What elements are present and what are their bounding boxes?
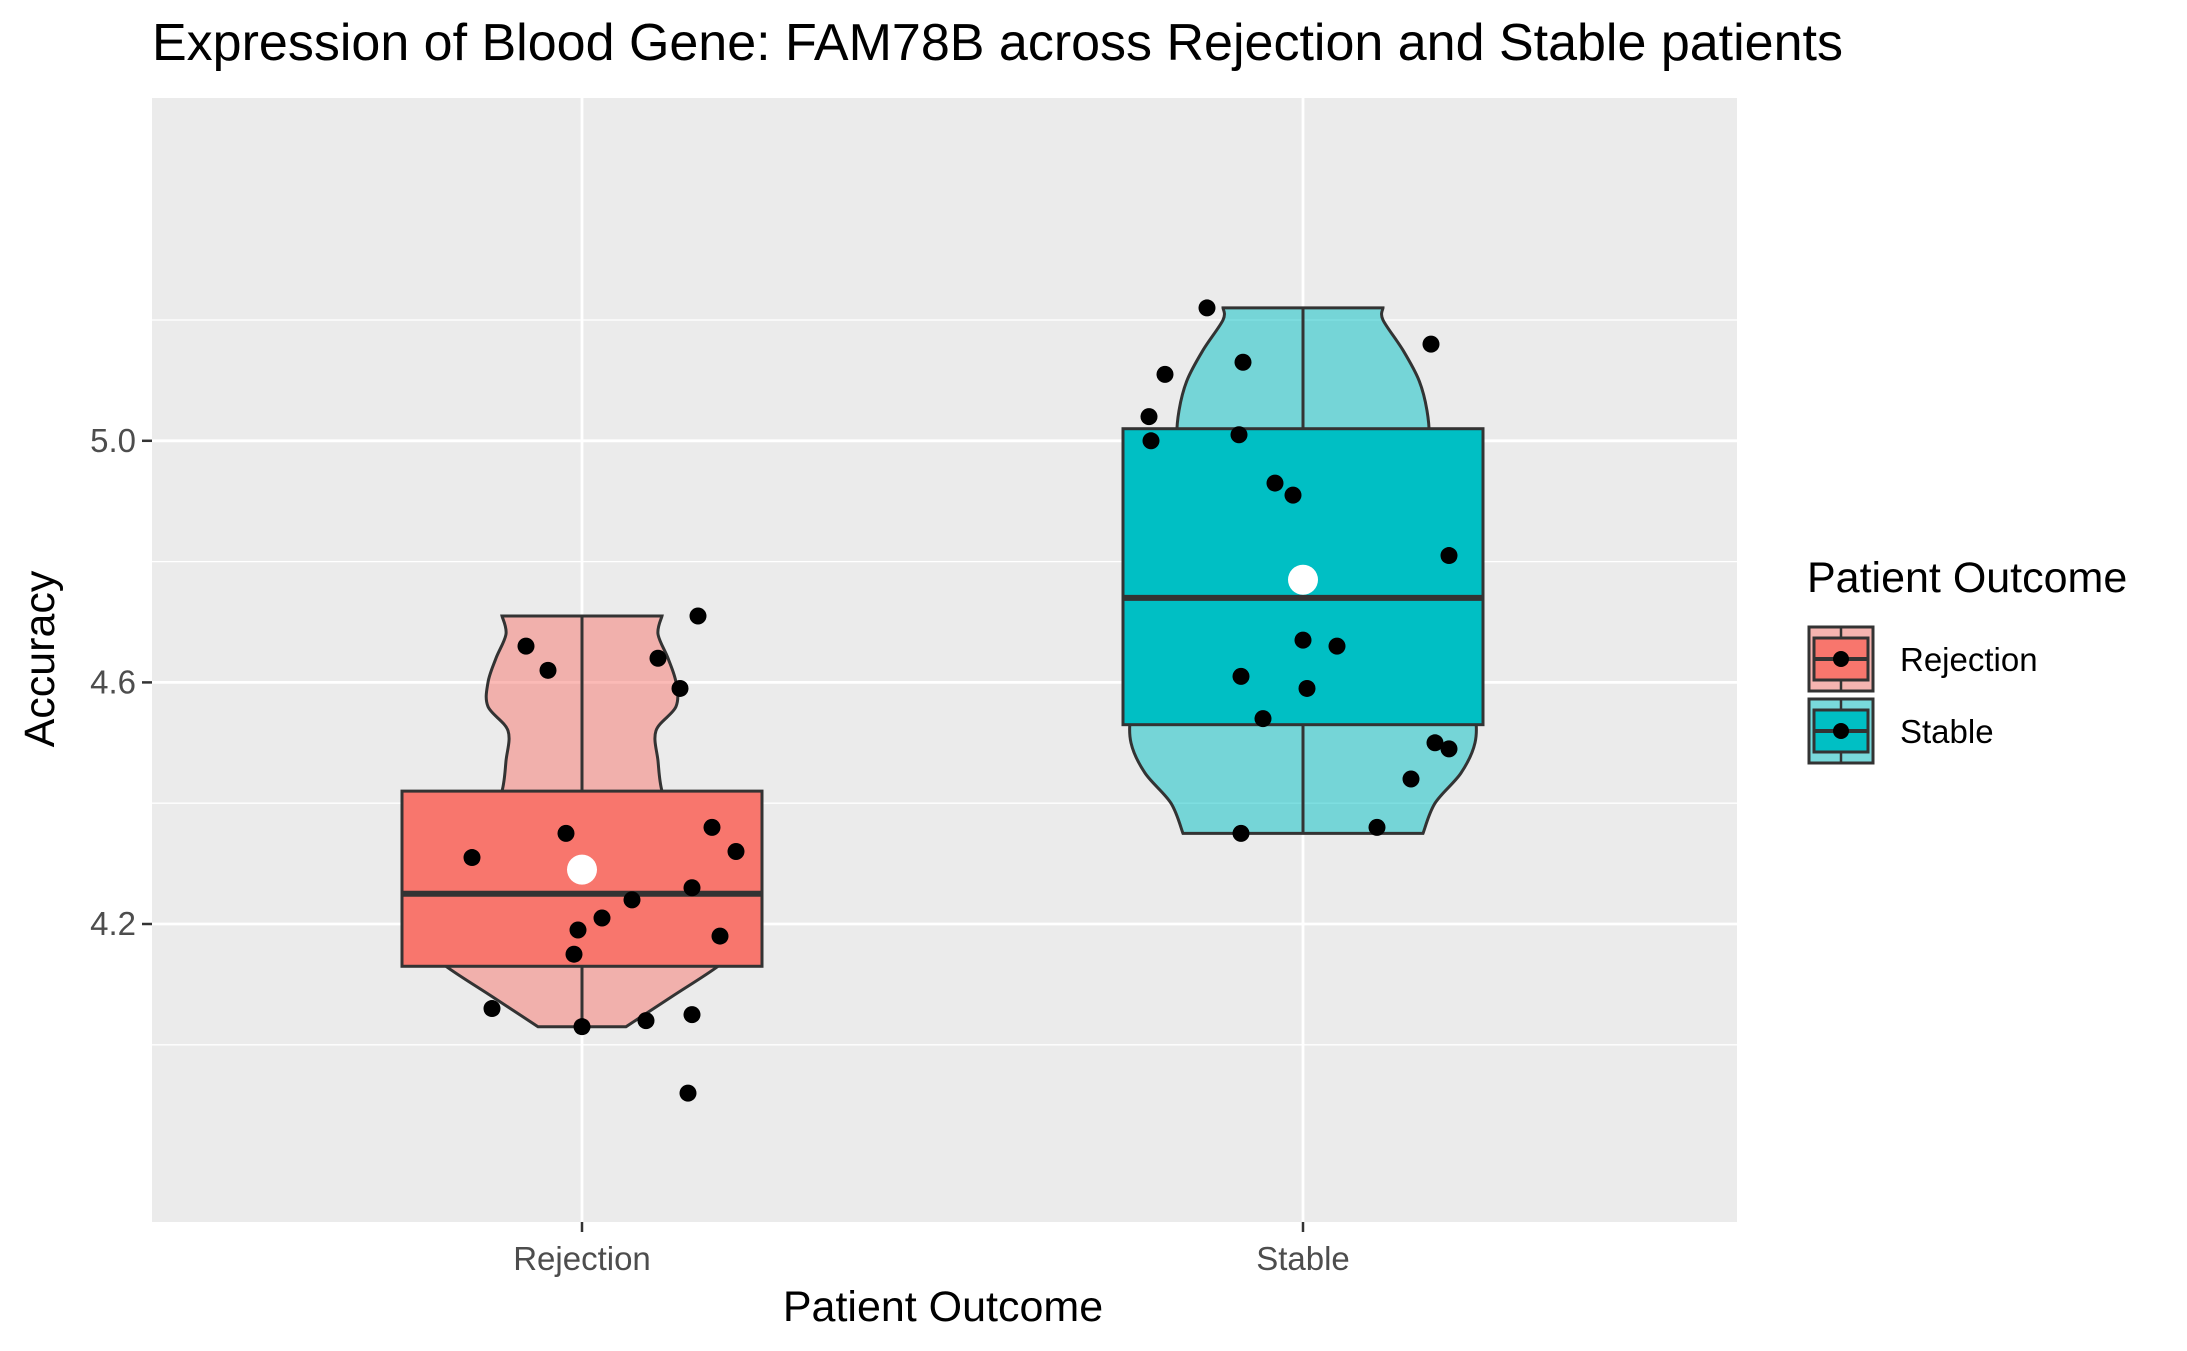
data-point xyxy=(1230,426,1248,444)
data-point xyxy=(711,927,729,945)
data-point xyxy=(565,945,583,963)
data-point xyxy=(1440,547,1458,565)
data-point xyxy=(557,824,575,842)
mean-markers xyxy=(567,564,1318,885)
jitter-points xyxy=(463,299,1458,1102)
legend: Patient Outcome Rejection Stable xyxy=(1807,554,2127,765)
data-point xyxy=(637,1012,655,1030)
panel-background xyxy=(152,98,1737,1222)
data-point xyxy=(683,879,701,897)
data-point xyxy=(483,1000,501,1018)
x-axis: Rejection Stable xyxy=(513,1222,1350,1277)
data-point xyxy=(623,891,641,909)
data-point xyxy=(1232,667,1250,685)
data-point xyxy=(573,1018,591,1036)
data-point xyxy=(649,649,667,667)
legend-key-stable: Stable xyxy=(1807,697,1994,765)
data-point xyxy=(683,1006,701,1024)
data-point xyxy=(1140,408,1158,426)
mean-marker xyxy=(567,854,597,885)
y-axis-title: Accuracy xyxy=(16,570,64,747)
data-point xyxy=(703,818,721,836)
chart-title: Expression of Blood Gene: FAM78B across … xyxy=(152,14,1843,72)
data-point xyxy=(1284,486,1302,504)
data-point xyxy=(1368,818,1386,836)
data-point xyxy=(727,843,745,861)
data-point xyxy=(593,909,611,927)
legend-point xyxy=(1833,723,1849,739)
data-point xyxy=(1294,631,1312,649)
data-point xyxy=(539,661,557,679)
data-point xyxy=(1266,474,1284,492)
legend-label: Stable xyxy=(1900,713,1994,750)
x-tick-label: Stable xyxy=(1256,1240,1350,1277)
data-point xyxy=(569,921,587,939)
data-point xyxy=(1234,353,1252,371)
data-point xyxy=(679,1084,697,1102)
y-tick-label: 4.6 xyxy=(90,663,136,700)
data-point xyxy=(1198,299,1216,317)
legend-label: Rejection xyxy=(1900,641,2038,678)
data-point xyxy=(1254,710,1272,728)
data-point xyxy=(1402,770,1420,788)
legend-key-rejection: Rejection xyxy=(1807,625,2038,693)
data-point xyxy=(1440,740,1458,758)
data-point xyxy=(689,607,707,625)
data-point xyxy=(517,637,535,655)
data-point xyxy=(463,849,481,867)
data-point xyxy=(1422,335,1440,353)
y-tick-label: 4.2 xyxy=(90,905,136,942)
x-axis-title: Patient Outcome xyxy=(783,1283,1103,1331)
legend-point xyxy=(1833,651,1849,667)
data-point xyxy=(1142,432,1160,450)
data-point xyxy=(1328,637,1346,655)
data-point xyxy=(1232,824,1250,842)
mean-marker xyxy=(1288,564,1318,595)
data-point xyxy=(671,679,689,697)
legend-title: Patient Outcome xyxy=(1807,554,2127,602)
data-point xyxy=(1298,679,1316,697)
y-axis: 4.2 4.6 5.0 xyxy=(90,422,152,942)
x-tick-label: Rejection xyxy=(513,1240,651,1277)
y-tick-label: 5.0 xyxy=(90,422,136,459)
data-point xyxy=(1156,365,1174,383)
data-point xyxy=(1426,734,1444,752)
plot-panel xyxy=(152,98,1737,1222)
